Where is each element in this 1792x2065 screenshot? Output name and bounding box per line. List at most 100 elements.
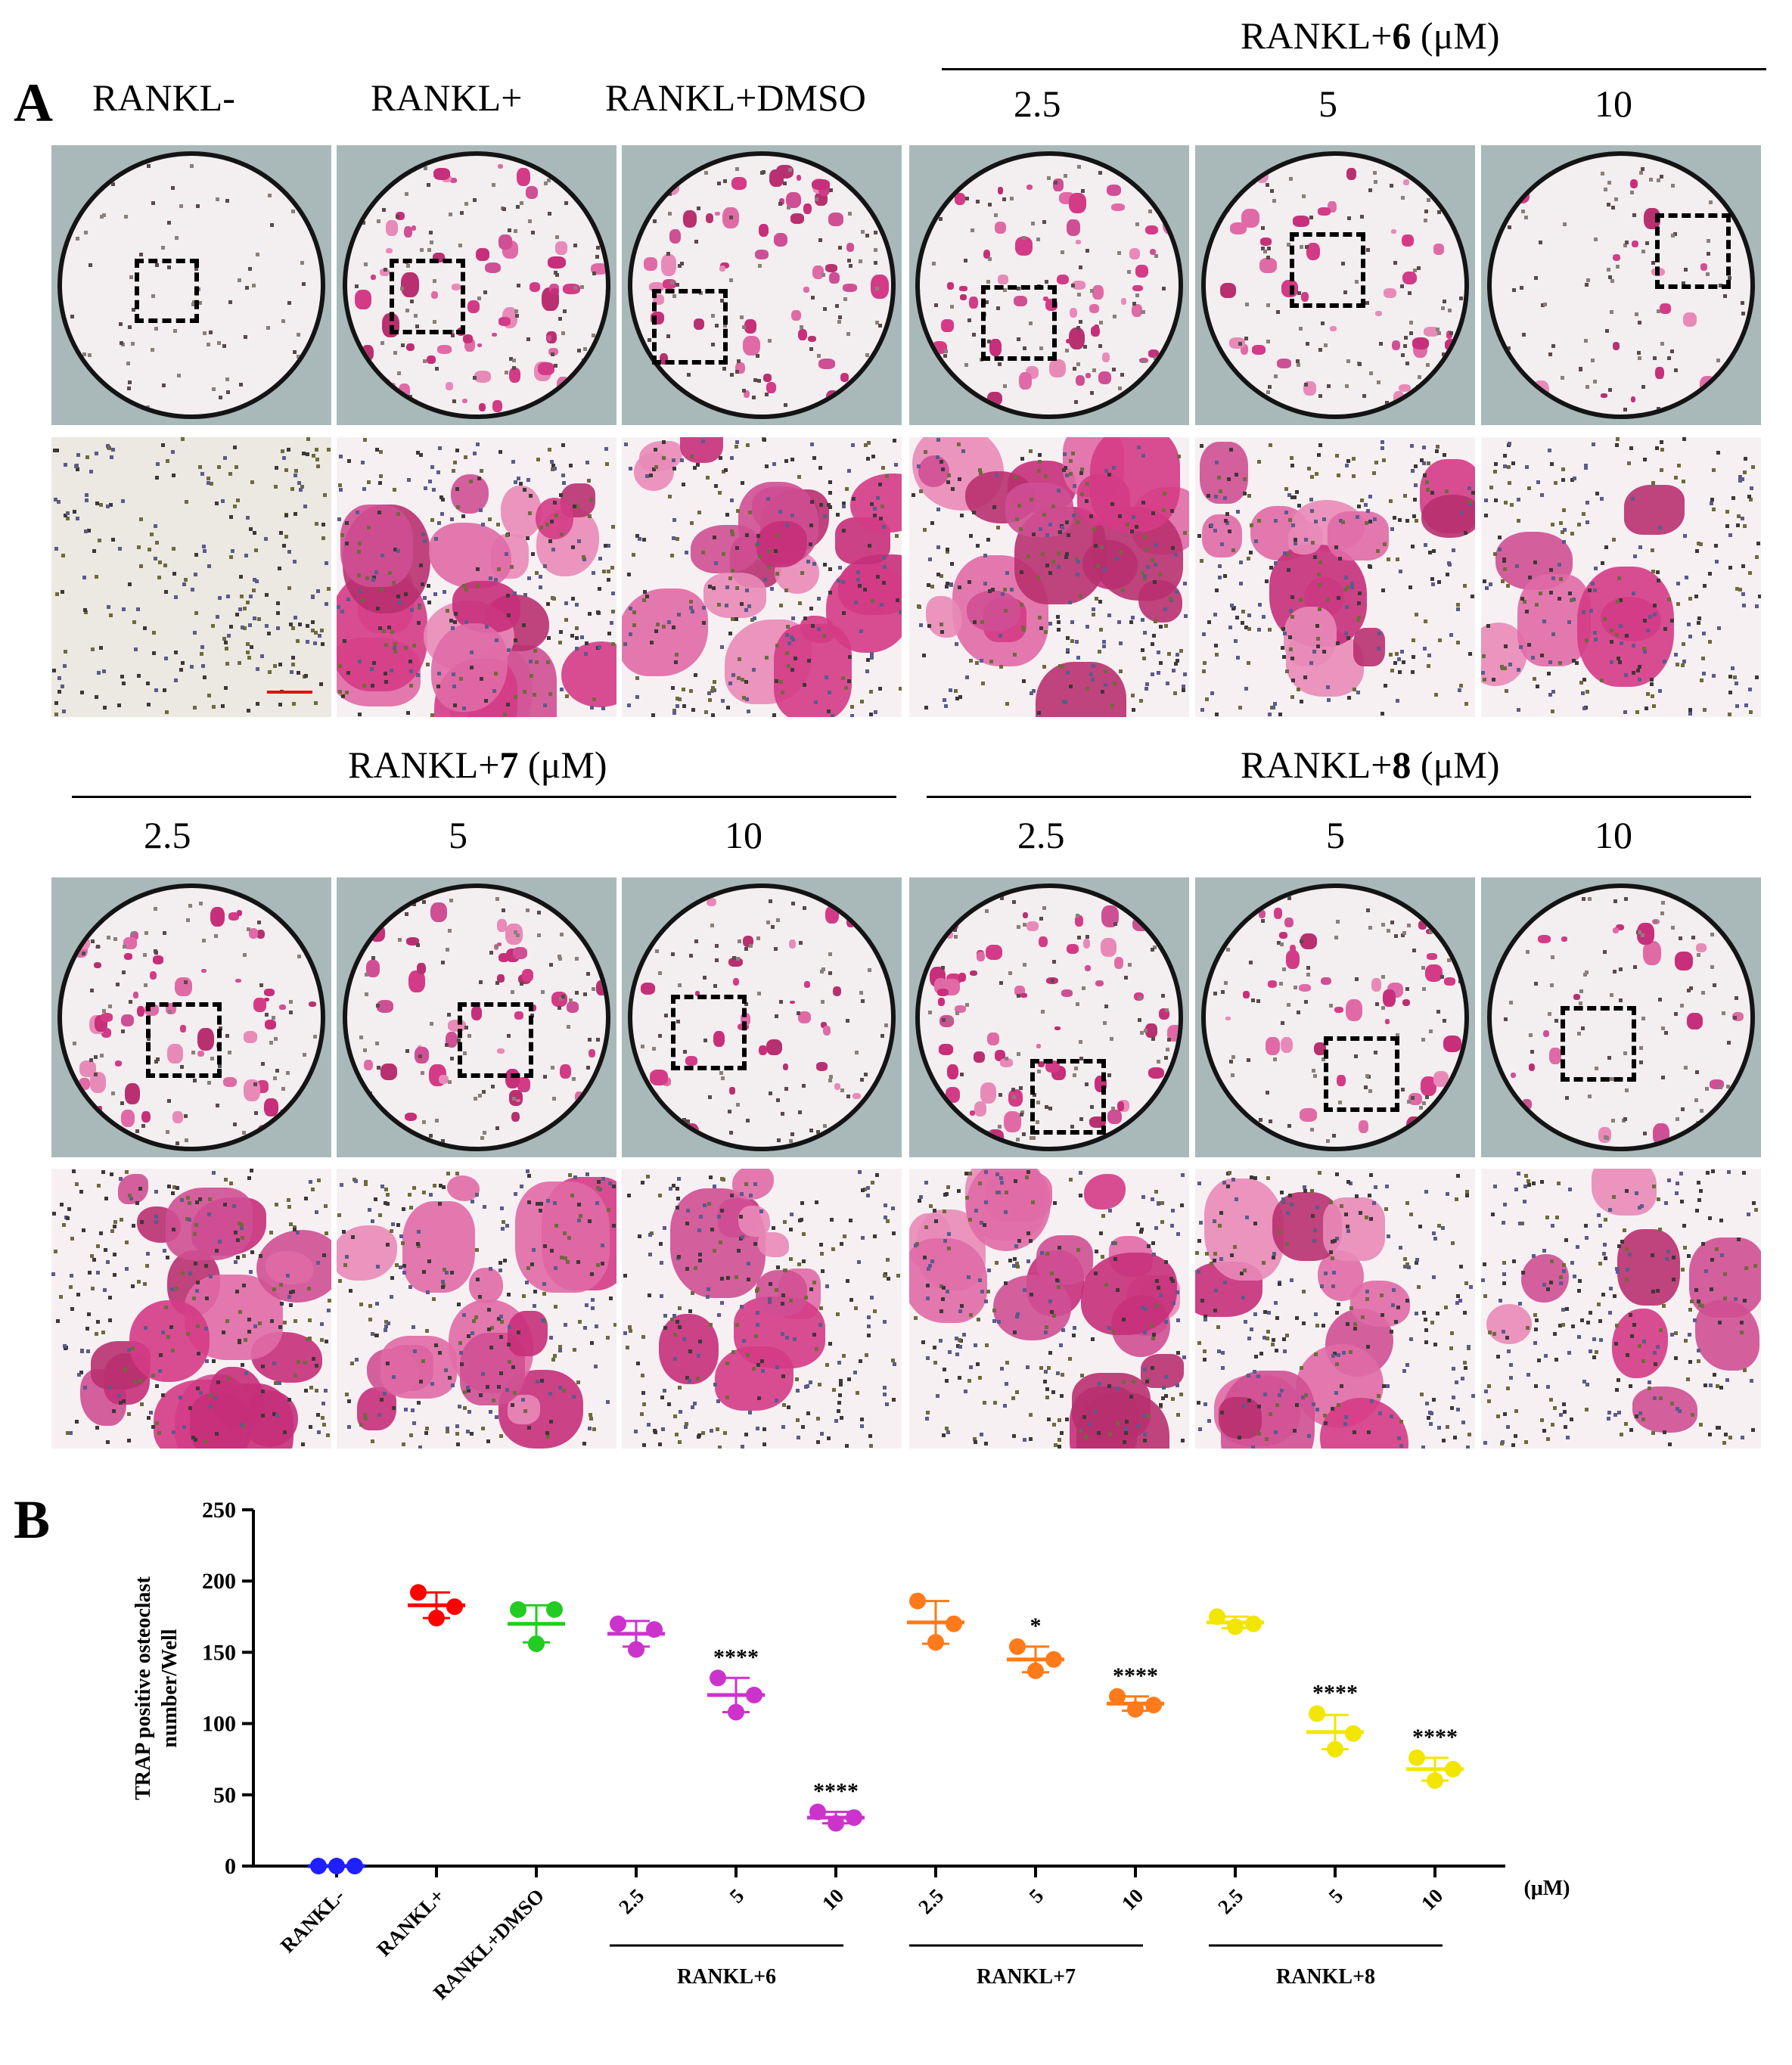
cell-dot xyxy=(1377,646,1381,651)
cell-dot xyxy=(1282,1349,1287,1353)
cell-dot xyxy=(864,1352,868,1357)
cell-dot xyxy=(1728,690,1733,694)
cell-dot xyxy=(154,1220,158,1225)
osteoclast-blob xyxy=(1219,1396,1262,1439)
cell-dot xyxy=(950,487,955,492)
cell-dot xyxy=(327,587,331,592)
cell-dot xyxy=(362,683,366,688)
cell-dot xyxy=(1542,620,1546,624)
cell-dot xyxy=(1438,638,1443,642)
cell-dot xyxy=(805,1383,809,1388)
cell-dot xyxy=(1389,1329,1393,1334)
cell-dot xyxy=(1554,1358,1558,1362)
cell-dot xyxy=(788,167,793,172)
stain-spot xyxy=(729,1087,735,1095)
cell-dot xyxy=(667,1402,672,1406)
cell-dot xyxy=(326,1433,331,1437)
cell-dot xyxy=(1307,1434,1312,1439)
cell-dot xyxy=(357,573,362,577)
stain-spot xyxy=(105,908,111,914)
cell-dot xyxy=(1309,1188,1314,1193)
cell-dot xyxy=(1368,564,1372,569)
cell-dot xyxy=(953,689,958,694)
cell-dot xyxy=(1380,446,1385,450)
cell-dot xyxy=(415,673,420,678)
cell-dot xyxy=(1222,573,1227,578)
cell-dot xyxy=(147,164,151,169)
cell-dot xyxy=(987,203,992,207)
stain-spot xyxy=(511,1111,520,1123)
cell-dot xyxy=(1365,247,1370,252)
cell-dot xyxy=(320,629,325,633)
cell-dot xyxy=(1539,1418,1544,1422)
cell-dot xyxy=(1579,681,1584,685)
cell-dot xyxy=(1181,684,1185,688)
cell-dot xyxy=(421,1359,426,1363)
cell-dot xyxy=(1310,1214,1315,1218)
cell-dot xyxy=(1630,496,1635,501)
cell-dot xyxy=(815,1346,819,1351)
cell-dot xyxy=(893,462,898,467)
cell-dot xyxy=(867,1324,871,1329)
cell-dot xyxy=(1355,515,1359,520)
cell-dot xyxy=(508,1359,512,1364)
cell-dot xyxy=(838,246,843,250)
cell-dot xyxy=(627,1193,632,1197)
cell-dot xyxy=(1668,1442,1672,1447)
cell-dot xyxy=(827,502,831,507)
cell-dot xyxy=(287,1398,292,1402)
stain-spot xyxy=(1402,179,1409,186)
cell-dot xyxy=(393,649,397,654)
cell-dot xyxy=(297,622,302,626)
cell-dot xyxy=(261,1062,266,1067)
cell-dot xyxy=(707,691,711,695)
cell-dot xyxy=(988,588,992,593)
cell-dot xyxy=(1066,533,1070,537)
cell-dot xyxy=(393,488,397,492)
cell-dot xyxy=(315,522,319,526)
cell-dot xyxy=(1325,1139,1330,1144)
cell-dot xyxy=(596,1037,601,1042)
cell-dot xyxy=(154,1215,159,1219)
cell-dot xyxy=(1712,185,1716,189)
stain-spot xyxy=(385,1134,400,1147)
cell-dot xyxy=(1568,1188,1573,1192)
cell-dot xyxy=(121,343,126,347)
cell-dot xyxy=(661,456,666,461)
cell-dot xyxy=(725,1361,730,1365)
cell-dot xyxy=(1338,556,1343,560)
cell-dot xyxy=(1704,1086,1709,1091)
cell-dot xyxy=(210,1056,215,1060)
cell-dot xyxy=(635,1361,640,1365)
cell-dot xyxy=(154,326,158,331)
cell-dot xyxy=(1443,1019,1447,1023)
cell-dot xyxy=(1254,539,1259,544)
cell-dot xyxy=(1037,468,1042,473)
cell-dot xyxy=(1458,1264,1463,1268)
cell-dot xyxy=(502,712,507,716)
stain-spot xyxy=(693,318,704,330)
cell-dot xyxy=(864,1072,868,1076)
cell-dot xyxy=(1225,512,1229,517)
stain-spot xyxy=(1408,1093,1423,1105)
cell-dot xyxy=(1057,620,1061,624)
cell-dot xyxy=(387,1321,391,1326)
scatter-chart: TRAP positive osteoclast number/Well (μM… xyxy=(132,1498,1570,2004)
cell-dot xyxy=(211,387,216,392)
cell-dot xyxy=(1626,1353,1630,1358)
cell-dot xyxy=(958,1376,962,1380)
cell-dot xyxy=(199,652,203,657)
cell-dot xyxy=(967,318,972,323)
cell-dot xyxy=(1420,458,1424,463)
cell-dot xyxy=(748,1194,753,1198)
cell-dot xyxy=(413,1349,418,1354)
cell-dot xyxy=(513,591,517,595)
cell-dot xyxy=(430,713,435,717)
cell-dot xyxy=(1558,1324,1562,1328)
cell-dot xyxy=(836,513,840,517)
stain-spot xyxy=(1107,1109,1123,1124)
stain-spot xyxy=(1738,1137,1744,1141)
cell-dot xyxy=(571,545,576,549)
cell-dot xyxy=(1142,630,1147,635)
cell-dot xyxy=(1084,1435,1089,1439)
